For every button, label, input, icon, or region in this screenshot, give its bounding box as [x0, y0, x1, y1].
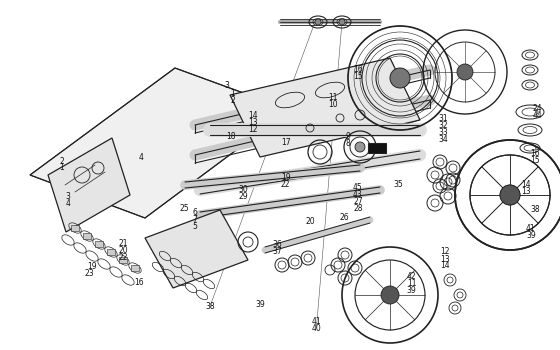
Text: 22: 22	[281, 180, 290, 189]
Text: 38: 38	[205, 302, 215, 311]
Text: 10: 10	[328, 100, 338, 109]
Circle shape	[315, 19, 321, 25]
Text: 44: 44	[533, 111, 543, 120]
Text: 1: 1	[59, 163, 64, 173]
Text: 35: 35	[394, 180, 404, 189]
Circle shape	[339, 19, 345, 25]
Bar	[131, 265, 139, 271]
Polygon shape	[48, 138, 130, 232]
Text: 9: 9	[346, 132, 351, 141]
Bar	[83, 233, 91, 239]
Text: 7: 7	[193, 215, 197, 224]
Text: 33: 33	[438, 128, 449, 137]
Text: 19: 19	[281, 173, 291, 182]
Text: 11: 11	[407, 279, 416, 288]
Text: 31: 31	[438, 114, 449, 123]
Circle shape	[390, 68, 410, 88]
Text: 36: 36	[272, 240, 282, 249]
Polygon shape	[30, 68, 290, 218]
Text: 25: 25	[180, 204, 190, 213]
Text: 8: 8	[346, 139, 351, 148]
Text: 20: 20	[118, 246, 128, 255]
Text: 12: 12	[249, 125, 258, 134]
Bar	[95, 241, 103, 247]
Text: 20: 20	[306, 217, 316, 226]
Text: 30: 30	[239, 185, 249, 194]
Text: 27: 27	[353, 197, 363, 206]
Text: 15: 15	[353, 72, 363, 81]
Text: 14: 14	[248, 111, 258, 120]
Text: 26: 26	[339, 213, 349, 222]
Text: 43: 43	[352, 190, 362, 199]
Text: 40: 40	[311, 324, 321, 333]
Text: 4: 4	[66, 198, 71, 208]
Circle shape	[500, 185, 520, 205]
Text: 14: 14	[521, 180, 531, 189]
Text: 39: 39	[407, 286, 417, 295]
Text: 38: 38	[530, 205, 540, 215]
Text: 16: 16	[134, 278, 144, 287]
Text: 17: 17	[281, 138, 291, 147]
Text: 28: 28	[354, 204, 363, 213]
Bar	[368, 143, 386, 153]
Text: 2: 2	[230, 96, 235, 105]
Circle shape	[355, 142, 365, 152]
Text: 37: 37	[272, 247, 282, 256]
Text: 41: 41	[526, 224, 536, 233]
Text: 18: 18	[226, 132, 235, 141]
Text: 45: 45	[352, 183, 362, 192]
Polygon shape	[145, 210, 248, 288]
Text: 13: 13	[521, 187, 531, 196]
Text: 32: 32	[438, 121, 449, 130]
Polygon shape	[230, 58, 420, 157]
Text: 13: 13	[248, 118, 258, 127]
Text: 23: 23	[85, 269, 95, 278]
Text: 3: 3	[225, 81, 229, 90]
Text: 21: 21	[119, 239, 128, 248]
Text: 19: 19	[87, 262, 97, 271]
Circle shape	[381, 286, 399, 304]
Text: 16: 16	[530, 149, 540, 158]
Text: 24: 24	[533, 104, 543, 113]
Text: 12: 12	[441, 247, 450, 257]
Text: 5: 5	[193, 222, 197, 231]
Text: 39: 39	[526, 231, 536, 240]
Text: 16: 16	[353, 65, 363, 74]
Text: 42: 42	[407, 272, 417, 281]
Text: 14: 14	[440, 261, 450, 271]
Text: 1: 1	[230, 89, 235, 98]
Bar	[71, 225, 79, 231]
Text: 22: 22	[119, 253, 128, 262]
Text: 6: 6	[193, 208, 197, 217]
Text: 41: 41	[311, 317, 321, 326]
Bar	[107, 249, 115, 255]
Text: 13: 13	[440, 254, 450, 264]
Text: 3: 3	[66, 191, 71, 201]
Text: 29: 29	[239, 192, 249, 201]
Text: 2: 2	[59, 156, 64, 166]
Circle shape	[500, 185, 520, 205]
Circle shape	[457, 64, 473, 80]
Text: 34: 34	[438, 135, 449, 144]
Text: 15: 15	[530, 156, 540, 165]
Text: 11: 11	[329, 93, 338, 102]
Text: 39: 39	[255, 300, 265, 309]
Text: 4: 4	[139, 153, 143, 162]
Bar	[119, 257, 127, 263]
